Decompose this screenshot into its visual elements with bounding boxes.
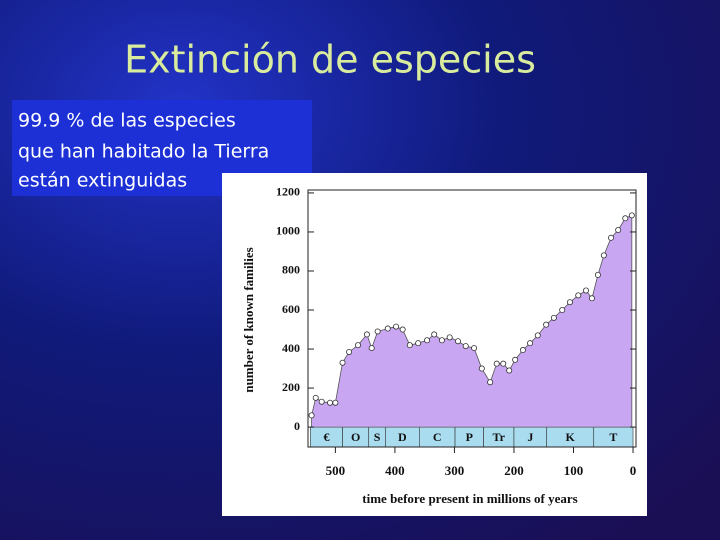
data-point bbox=[566, 299, 573, 306]
period-label: J bbox=[527, 430, 533, 444]
data-point bbox=[384, 325, 391, 332]
data-point bbox=[607, 234, 614, 241]
data-point bbox=[594, 271, 601, 278]
data-point bbox=[534, 332, 541, 339]
x-axis-label: time before present in millions of years bbox=[362, 491, 577, 506]
period-label: P bbox=[466, 430, 473, 444]
data-point bbox=[493, 360, 500, 367]
data-point bbox=[318, 398, 325, 405]
data-point bbox=[399, 326, 406, 333]
data-point bbox=[431, 331, 438, 338]
data-point bbox=[500, 360, 507, 367]
data-point bbox=[487, 379, 494, 386]
data-point bbox=[393, 323, 400, 330]
data-point bbox=[374, 328, 381, 335]
y-tick-label: 1000 bbox=[276, 224, 300, 238]
data-point bbox=[543, 321, 550, 328]
body-text: que han habitado la Tierra bbox=[18, 141, 269, 163]
x-tick-label: 0 bbox=[630, 463, 637, 478]
y-tick-label: 0 bbox=[294, 419, 300, 433]
data-point bbox=[332, 399, 339, 406]
body-text: están extinguidas bbox=[18, 170, 187, 192]
data-point bbox=[478, 365, 485, 372]
data-point bbox=[582, 287, 589, 294]
data-point bbox=[471, 345, 478, 352]
plot-frame bbox=[307, 189, 637, 448]
y-tick-label: 1200 bbox=[276, 185, 300, 199]
data-point bbox=[462, 343, 469, 350]
period-label: S bbox=[374, 430, 381, 444]
data-point bbox=[550, 314, 557, 321]
data-point bbox=[588, 295, 595, 302]
data-point bbox=[424, 337, 431, 344]
data-point bbox=[575, 292, 582, 299]
y-tick-label: 200 bbox=[282, 380, 300, 394]
data-point bbox=[600, 252, 607, 259]
data-point bbox=[506, 367, 513, 374]
data-point bbox=[415, 340, 422, 347]
slide-title: Extinción de especies bbox=[124, 38, 536, 82]
data-point bbox=[346, 348, 353, 355]
data-point bbox=[355, 342, 362, 349]
x-tick-label: 200 bbox=[504, 463, 524, 478]
period-label: O bbox=[351, 430, 360, 444]
data-point bbox=[363, 331, 370, 338]
x-tick-label: 300 bbox=[445, 463, 465, 478]
y-tick-label: 600 bbox=[282, 302, 300, 316]
data-point bbox=[406, 342, 413, 349]
data-point bbox=[327, 399, 334, 406]
period-label: C bbox=[433, 430, 442, 444]
period-label: K bbox=[566, 430, 576, 444]
data-point bbox=[312, 394, 319, 401]
data-point bbox=[438, 337, 445, 344]
data-point bbox=[308, 412, 315, 419]
y-axis-label: number of known families bbox=[241, 247, 256, 392]
data-point bbox=[628, 212, 635, 219]
data-point bbox=[339, 359, 346, 366]
period-label: D bbox=[398, 430, 407, 444]
data-point bbox=[519, 347, 526, 354]
body-text: 99.9 % de las especies bbox=[18, 110, 236, 132]
data-point bbox=[368, 345, 375, 352]
data-point bbox=[622, 215, 629, 222]
period-label: Tr bbox=[493, 430, 506, 444]
data-point bbox=[559, 307, 566, 314]
y-tick-label: 800 bbox=[282, 263, 300, 277]
data-point bbox=[615, 227, 622, 234]
x-tick-label: 500 bbox=[326, 463, 346, 478]
period-label: T bbox=[609, 430, 617, 444]
period-label: € bbox=[323, 430, 329, 444]
x-tick-label: 400 bbox=[385, 463, 405, 478]
data-point bbox=[512, 356, 519, 363]
x-tick-label: 100 bbox=[564, 463, 584, 478]
data-point bbox=[455, 338, 462, 345]
y-tick-label: 400 bbox=[282, 341, 300, 355]
data-point bbox=[446, 334, 453, 341]
data-point bbox=[527, 340, 534, 347]
